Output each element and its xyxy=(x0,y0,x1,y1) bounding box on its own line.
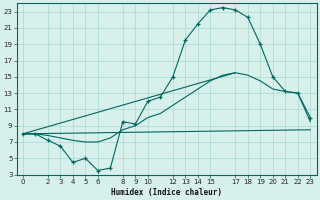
X-axis label: Humidex (Indice chaleur): Humidex (Indice chaleur) xyxy=(111,188,222,197)
